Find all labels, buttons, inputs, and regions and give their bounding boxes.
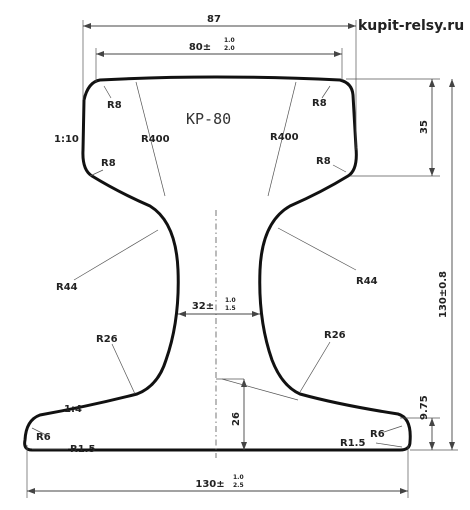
rail-outline [23,75,412,452]
label-r8-top-left: R8 [107,100,122,111]
dim-arrows-975 [429,418,435,450]
label-r400-left: R400 [141,134,170,145]
label-r8-mid-right: R8 [316,156,331,167]
leader-r44-r [277,227,357,271]
leader-r8-mr [332,164,347,173]
dim-32: 32± [192,301,214,312]
site-label: kupit-relsy.ru [358,18,464,34]
leader-r26-r [299,341,331,393]
label-r26-left: R26 [96,334,118,345]
dim-80-tol-lower: 2.0 [224,45,235,52]
dim-130-tol-upper: 1.0 [233,474,244,481]
dim-32-tol-lower: 1.5 [225,305,236,312]
slope-base: 1:4 [64,404,82,415]
label-r44-right: R44 [356,276,378,287]
label-r26-right: R26 [324,330,346,341]
dim-87: 87 [207,14,221,25]
label-r6-right: R6 [370,429,385,440]
dim-80: 80± [189,42,211,53]
dim-130-height: 130±0.8 [438,271,449,318]
profile-name: КР-80 [186,110,231,128]
dim-80-tol-upper: 1.0 [224,37,235,44]
leader-r6-r [383,425,403,433]
label-r6-left: R6 [36,432,51,443]
label-r15-right: R1.5 [340,438,365,449]
leader-r26-l [111,343,136,395]
leader-r8-tr [321,85,331,99]
label-r8-top-right: R8 [312,98,327,109]
leader-r8-ml [89,169,104,177]
dim-26: 26 [231,412,242,426]
label-r8-mid-left: R8 [101,158,116,169]
slope-guide [221,378,299,401]
slope-head: 1:10 [54,134,79,145]
leader-r8-tl [103,85,112,99]
label-r44-left: R44 [56,282,78,293]
leader-r6-l [31,427,49,437]
dim-32-tol-upper: 1.0 [225,297,236,304]
label-r400-right: R400 [270,132,299,143]
leader-r15-r [375,442,403,448]
leader-r400-r [267,81,297,197]
dim-35: 35 [419,120,430,134]
label-r15-left: R1.5 [70,444,95,455]
leader-r400-l [135,81,166,197]
dim-975: 9.75 [419,395,430,420]
dim-130-tol-lower: 2.5 [233,482,244,489]
leader-r44-l [73,229,159,281]
dim-130-width: 130± [195,479,224,490]
